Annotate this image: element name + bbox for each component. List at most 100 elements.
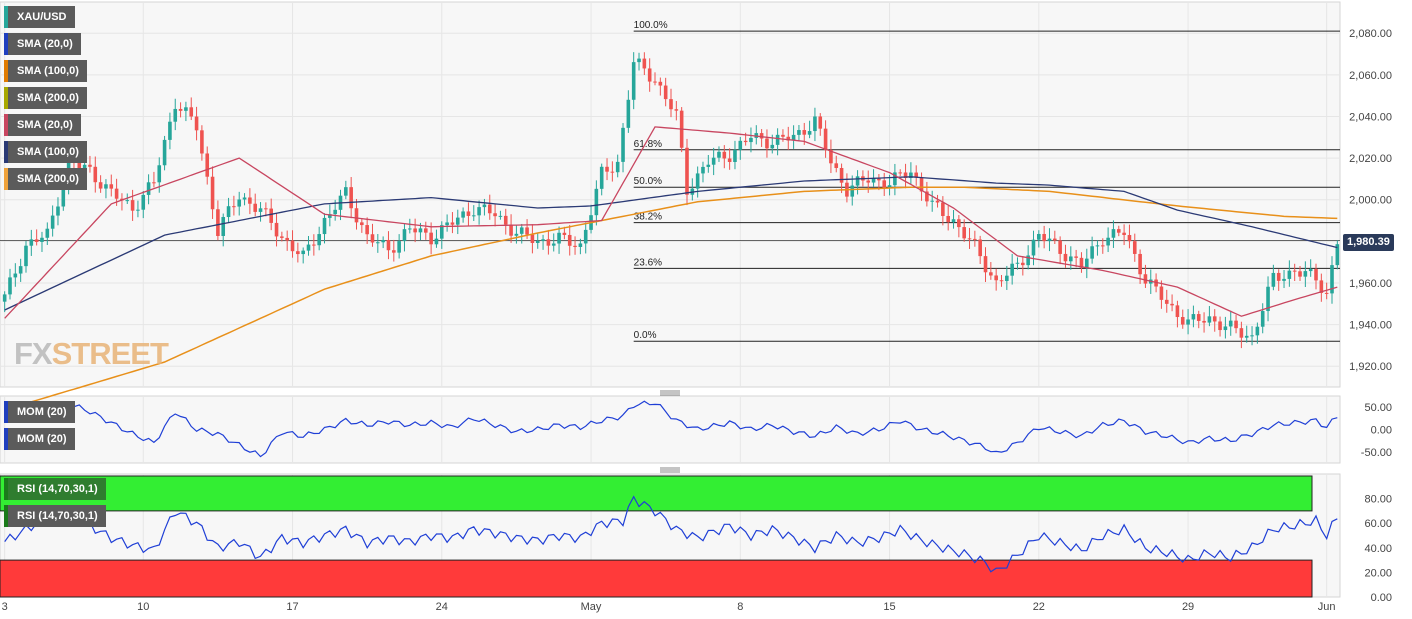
candle-body [701,166,705,174]
x-tick-label: 17 [286,601,298,613]
candle-body [557,232,561,244]
candle-body [941,202,945,216]
candle-body [770,144,775,149]
candle-body [1218,321,1222,331]
candle-body [461,211,465,218]
candle-body [429,232,433,245]
candle-body [637,58,641,63]
legend-xauusd[interactable]: XAU/USD [4,6,75,28]
legend-sma100-navy[interactable]: SMA (100,0) [4,141,87,163]
candle-body [1228,320,1233,327]
rsi-tick-label: 40.00 [1364,543,1392,555]
sma-200-line [4,186,1338,411]
legend-mom-1[interactable]: MOM (20) [4,401,75,423]
candle-body [685,147,689,195]
candle-body [999,280,1004,282]
candle-body [45,228,50,238]
candle-body [509,224,513,236]
momentum-panel-bg [0,395,1341,464]
candle-body [1287,270,1292,279]
candle-body [18,266,23,274]
legend-rsi-1[interactable]: RSI (14,70,30,1) [4,478,106,500]
candle-body [423,228,428,233]
candle-body [695,173,700,189]
candle-body [178,108,183,111]
legend-label: MOM (20) [17,433,67,445]
legend-swatch [4,114,8,136]
candle-body [418,228,423,233]
candle-body [184,107,188,111]
candle-body [519,227,524,234]
candle-body [759,133,764,139]
candle-body [205,153,210,177]
legend-sma20-blue[interactable]: SMA (20,0) [4,33,81,55]
candle-body [973,238,977,240]
rsi-tick-label: 0.00 [1371,592,1392,604]
candle-body [8,277,12,295]
candle-body [1132,241,1137,254]
legend-label: RSI (14,70,30,1) [17,483,98,495]
candle-body [829,149,833,164]
candle-body [722,151,727,159]
legend-label: RSI (14,70,30,1) [17,510,98,522]
candle-body [871,178,876,183]
candle-body [365,225,369,235]
legend-sma20-red[interactable]: SMA (20,0) [4,114,81,136]
legend-sma200-amber[interactable]: SMA (200,0) [4,168,87,190]
x-tick-label: 15 [883,601,895,613]
candle-body [200,130,204,154]
candle-body [2,294,7,302]
candle-body [903,172,908,179]
candle-body [525,227,529,235]
candle-body [56,206,60,216]
legend-swatch [4,428,8,450]
candle-body [1186,319,1190,325]
legend-label: SMA (100,0) [17,146,79,158]
candle-body [328,214,332,218]
candle-body [749,137,753,143]
candle-body [781,134,785,137]
candle-body [173,108,178,122]
candle-body [1250,335,1254,337]
candle-body [813,116,817,132]
candle-body [802,130,807,135]
candle-body [791,134,796,141]
legend-rsi-2[interactable]: RSI (14,70,30,1) [4,505,106,527]
candle-body [1239,328,1244,338]
fib-level-label: 0.0% [634,330,657,341]
candle-body [221,217,226,236]
fxstreet-watermark: FXSTREET [14,336,169,372]
candle-body [61,184,66,207]
fib-level-label: 50.0% [634,176,662,187]
candle-body [1319,280,1324,293]
legend-sma200-olive[interactable]: SMA (200,0) [4,87,87,109]
candle-body [535,240,540,243]
candle-body [551,243,556,246]
x-tick-label: Jun [1318,601,1336,613]
candle-body [1010,263,1014,276]
candle-body [807,131,812,135]
legend-sma100-orange[interactable]: SMA (100,0) [4,60,87,82]
candle-body [477,207,481,216]
candle-body [503,215,508,225]
candle-body [1175,305,1180,318]
candle-body [258,208,263,212]
candle-body [1223,326,1228,331]
candle-body [226,206,231,218]
candle-body [1063,253,1068,262]
candle-body [562,232,567,235]
candle-body [967,238,972,240]
candle-body [1282,278,1286,281]
candle-body [136,209,140,211]
legend-swatch [4,141,8,163]
candle-body [1021,262,1025,266]
momentum-tick-label: 0.00 [1371,425,1392,437]
candle-body [24,245,28,267]
candle-body [1324,292,1329,294]
candle-body [567,234,572,246]
legend-mom-2[interactable]: MOM (20) [4,428,75,450]
candle-body [514,233,519,236]
candle-body [50,215,55,229]
rsi-tick-label: 60.00 [1364,518,1392,530]
